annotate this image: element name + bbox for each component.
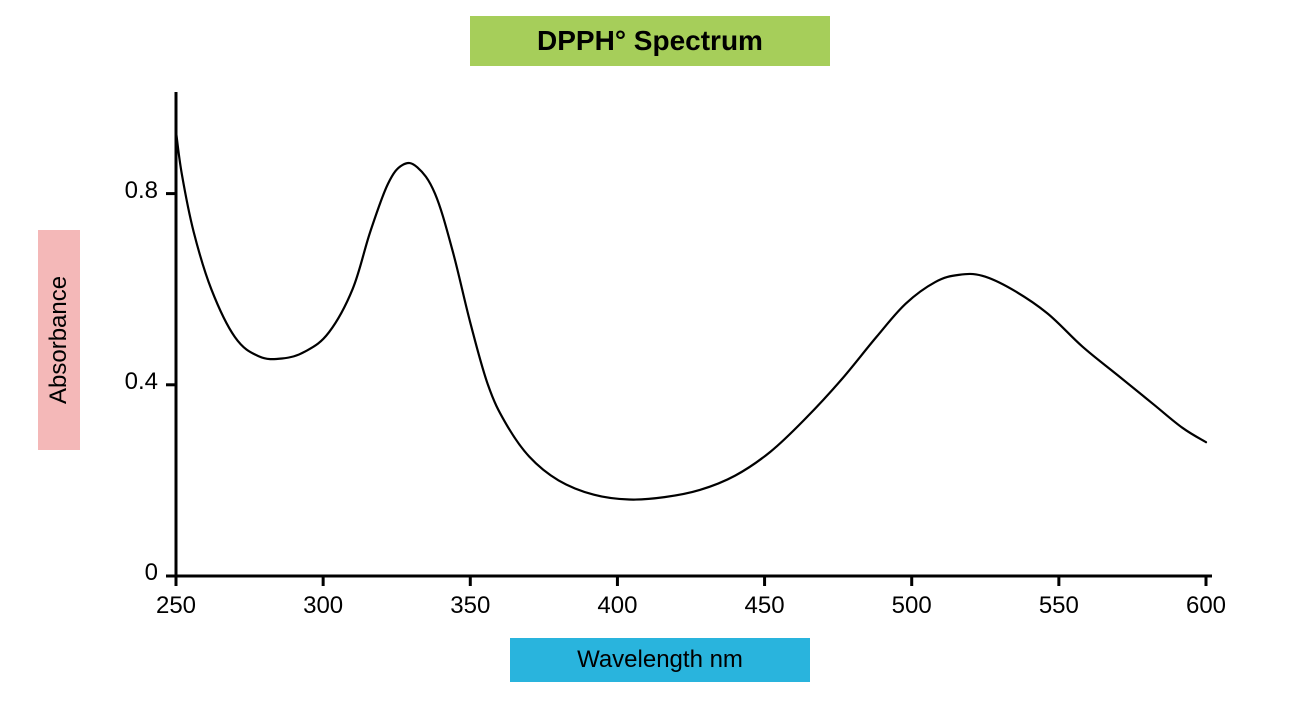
x-tick-label: 600 (1176, 592, 1236, 620)
y-tick-label: 0.4 (125, 368, 158, 396)
y-tick-label: 0 (145, 559, 158, 587)
x-tick-label: 300 (293, 592, 353, 620)
x-tick-label: 400 (587, 592, 647, 620)
x-tick-label: 550 (1029, 592, 1089, 620)
spectrum-chart: DPPH° Spectrum Absorbance Wavelength nm … (0, 0, 1308, 707)
x-tick-label: 450 (735, 592, 795, 620)
y-tick-label: 0.8 (125, 177, 158, 205)
x-tick-label: 250 (146, 592, 206, 620)
x-tick-label: 350 (440, 592, 500, 620)
x-tick-label: 500 (882, 592, 942, 620)
